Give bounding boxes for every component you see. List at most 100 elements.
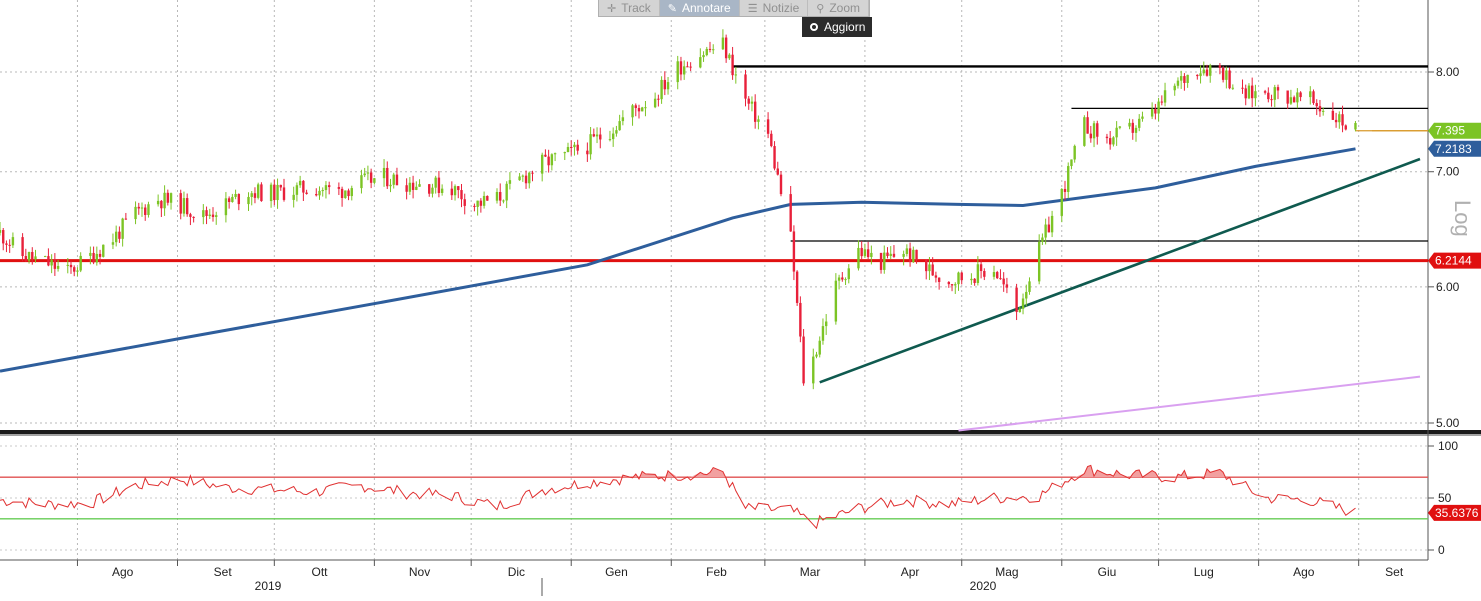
candle-body <box>1025 291 1028 299</box>
toolbar-button-notizie[interactable]: ☰ Notizie <box>740 0 809 16</box>
candle <box>102 244 105 258</box>
candle-body <box>98 253 102 257</box>
candle <box>227 196 231 209</box>
candle-body <box>857 247 860 269</box>
candle <box>76 267 79 277</box>
candle-body <box>1092 123 1096 139</box>
candle <box>160 200 163 217</box>
candle <box>1128 118 1131 130</box>
candle-body <box>976 264 980 283</box>
candle-body <box>615 130 618 134</box>
candle-body <box>437 177 441 193</box>
candle <box>615 125 618 137</box>
candle-body <box>844 279 847 281</box>
candle-body <box>189 214 192 217</box>
candle-body <box>708 48 712 50</box>
candle <box>770 130 773 148</box>
candle-body <box>434 177 437 188</box>
candle-body <box>405 185 408 192</box>
candle <box>1338 111 1341 129</box>
candle <box>1231 84 1235 90</box>
candle <box>415 181 418 191</box>
candle <box>324 181 328 199</box>
candle-body <box>1067 166 1070 192</box>
candle-body <box>983 270 986 277</box>
candle <box>269 182 273 208</box>
candle-body <box>1154 109 1157 114</box>
pencil-icon: ✎ <box>667 2 677 15</box>
candle-body <box>724 37 728 59</box>
candle-body <box>779 174 783 195</box>
candle-body <box>728 54 731 59</box>
candle-body <box>302 180 305 193</box>
candle <box>486 195 489 201</box>
candle-body <box>163 192 166 209</box>
candle-body <box>1199 73 1202 77</box>
candle <box>428 183 431 197</box>
toolbar-button-label: Zoom <box>829 1 861 15</box>
refresh-button[interactable]: Aggiorn <box>802 17 873 37</box>
candle-body <box>73 267 76 272</box>
candle <box>89 246 92 265</box>
x-tick-label: Apr <box>901 565 920 579</box>
candle <box>253 187 257 204</box>
candle-body <box>1021 298 1025 309</box>
candle <box>547 149 550 173</box>
toolbar-button-zoom[interactable]: ⚲ Zoom <box>808 0 870 16</box>
toolbar-button-annotare[interactable]: ✎ Annotare <box>659 0 740 16</box>
candle-body <box>347 190 350 197</box>
candle-body <box>1118 126 1122 128</box>
candle <box>553 152 557 162</box>
candle <box>208 208 211 220</box>
candle <box>1063 180 1067 201</box>
scale-label: Log <box>1450 200 1475 237</box>
candle-body <box>702 55 705 58</box>
x-tick-label: Mag <box>995 565 1018 579</box>
candle-body <box>479 200 483 206</box>
candle-body <box>1157 101 1160 114</box>
candle-body <box>937 277 941 282</box>
candle-body <box>1183 76 1186 83</box>
toolbar-button-track[interactable]: ✛ Track <box>599 0 660 16</box>
candle-body <box>1228 70 1231 89</box>
candle <box>24 248 28 262</box>
candle-body <box>482 195 486 206</box>
candle <box>837 274 841 290</box>
candle-body <box>1073 145 1076 160</box>
candle <box>1108 130 1112 150</box>
candle-body <box>56 265 60 269</box>
candle <box>437 170 441 198</box>
candle <box>1163 82 1167 107</box>
candle <box>815 351 818 359</box>
candle-body <box>340 188 344 198</box>
candle-body <box>631 105 634 118</box>
candle-body <box>792 231 796 272</box>
candle <box>912 246 915 263</box>
candle <box>295 182 299 202</box>
candle-body <box>1202 69 1205 74</box>
candle-body <box>1005 284 1009 288</box>
candle-body <box>1273 87 1276 100</box>
candle <box>1157 97 1160 122</box>
candle <box>860 241 863 260</box>
candle-body <box>1221 67 1225 80</box>
candle <box>8 239 11 253</box>
candle <box>795 270 799 306</box>
candle <box>5 240 8 253</box>
candle-body <box>970 278 973 281</box>
candle <box>460 184 463 208</box>
candle-body <box>521 175 525 177</box>
candle-body <box>369 172 373 183</box>
candle-body <box>1128 122 1131 127</box>
candle <box>637 104 641 119</box>
candle <box>641 106 644 112</box>
candle <box>818 336 821 358</box>
candle-body <box>147 204 150 215</box>
candle <box>973 278 976 286</box>
candle-body <box>1141 116 1144 119</box>
candle-body <box>1037 241 1041 282</box>
y-tick-label: 7.00 <box>1436 165 1460 179</box>
candle <box>540 152 544 182</box>
